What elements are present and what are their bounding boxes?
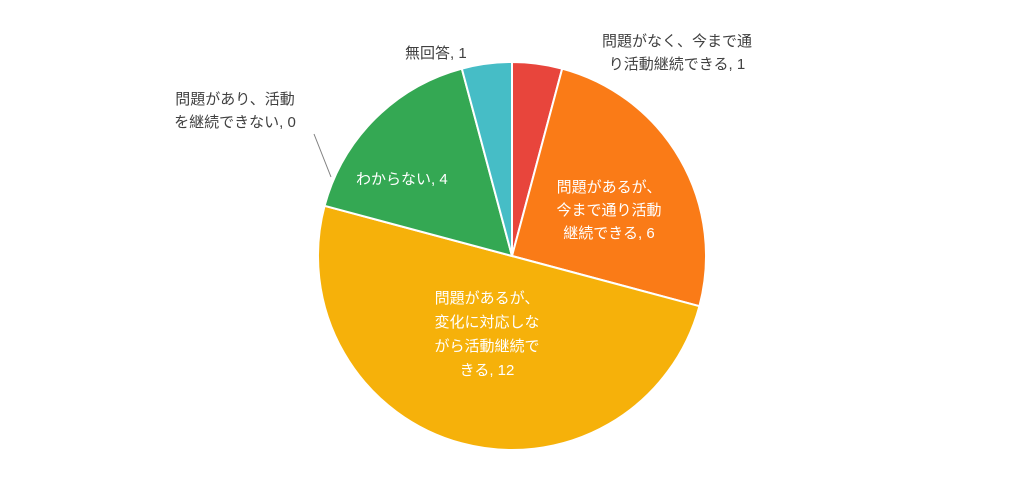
label-slice-problem-continue-as-before: 問題があるが、 今まで通り活動 継続できる, 6 bbox=[538, 176, 680, 245]
label-text-line4: きる, 12 bbox=[459, 362, 515, 379]
pie-slice-3 bbox=[317, 204, 701, 452]
pie-slice-2 bbox=[510, 67, 707, 308]
label-text-line1: 問題があるが、 bbox=[556, 179, 662, 196]
label-text-line3: がら活動継続で bbox=[434, 338, 540, 355]
label-text-line2: を継続できない, 0 bbox=[174, 114, 296, 131]
pie-slice-6 bbox=[460, 60, 513, 257]
label-text-line2: 変化に対応しな bbox=[434, 314, 540, 331]
pie-slice-5 bbox=[323, 67, 514, 258]
label-text-line3: 継続できる, 6 bbox=[563, 225, 655, 242]
label-slice-no-answer: 無回答, 1 bbox=[405, 42, 467, 65]
label-slice-cannot-continue: 問題があり、活動 を継続できない, 0 bbox=[160, 88, 310, 134]
label-text-line1: 問題があるが、 bbox=[434, 290, 540, 307]
label-text-line1: 問題があり、活動 bbox=[175, 91, 295, 108]
leader-line-zero-slice bbox=[313, 133, 332, 178]
label-text-line1: 問題がなく、今まで通 bbox=[601, 33, 752, 50]
label-slice-dont-know: わからない, 4 bbox=[356, 168, 448, 191]
label-text-line2: り活動継続できる, 1 bbox=[608, 56, 746, 73]
label-text-line2: 今まで通り活動 bbox=[556, 202, 662, 219]
label-slice-problem-adapt-continue: 問題があるが、 変化に対応しな がら活動継続で きる, 12 bbox=[426, 287, 548, 383]
label-text: わからない, 4 bbox=[356, 171, 448, 188]
label-slice-no-problem: 問題がなく、今まで通 り活動継続できる, 1 bbox=[584, 30, 770, 76]
pie-slices-group bbox=[317, 60, 707, 452]
label-text: 無回答, 1 bbox=[405, 45, 467, 62]
